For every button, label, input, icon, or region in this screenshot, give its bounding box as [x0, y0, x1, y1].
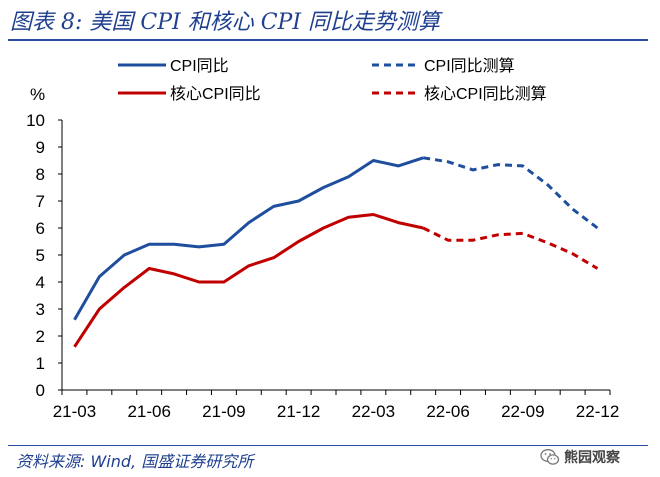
data-point: [148, 243, 151, 246]
line-chart: 0 1 2 3 4 5 6 7 8 9 10% 21-03 21-06 21-09 21-12 22-03 22…: [26, 56, 619, 421]
legend-label: CPI同比测算: [424, 56, 515, 75]
data-point: [73, 318, 76, 321]
y-tick-label: 8: [36, 165, 45, 184]
x-tick-label: 22-06: [426, 402, 469, 421]
data-point: [73, 345, 76, 348]
y-tick-label: 5: [36, 246, 45, 265]
data-point: [596, 267, 599, 270]
data-point: [521, 232, 524, 235]
y-tick-label: 1: [36, 354, 45, 373]
y-tick-label: 3: [36, 300, 45, 319]
data-point: [222, 281, 225, 284]
y-tick-label: 6: [36, 219, 45, 238]
data-point: [347, 216, 350, 219]
y-tick-label: 7: [36, 192, 45, 211]
data-point: [123, 286, 126, 289]
data-point: [222, 243, 225, 246]
title-divider: [8, 39, 648, 41]
data-point: [123, 254, 126, 257]
data-point: [571, 208, 574, 211]
series-line-3: [73, 213, 424, 348]
data-point: [272, 205, 275, 208]
data-point: [297, 240, 300, 243]
watermark-text: 熊园观察: [564, 450, 620, 466]
data-point: [496, 233, 499, 236]
legend-label: CPI同比: [170, 57, 229, 75]
data-point: [198, 245, 201, 248]
data-point: [571, 252, 574, 255]
data-point: [297, 200, 300, 203]
data-point: [397, 164, 400, 167]
data-point: [247, 264, 250, 267]
data-point: [173, 243, 176, 246]
source-divider: [8, 445, 648, 446]
data-point: [422, 156, 425, 159]
watermark: 熊园观察: [540, 444, 620, 470]
x-tick-label: 21-12: [277, 402, 320, 421]
figure-title: 图表 8: 美国 CPI 和核心 CPI 同比走势测算: [10, 10, 441, 35]
wechat-icon: [540, 449, 560, 465]
data-point: [198, 281, 201, 284]
data-point: [372, 159, 375, 162]
data-point: [472, 168, 475, 171]
data-point: [397, 221, 400, 224]
data-point: [447, 160, 450, 163]
x-tick-label: 22-12: [576, 402, 619, 421]
x-tick-label: 22-09: [501, 402, 544, 421]
data-point: [596, 227, 599, 230]
y-tick-label: 9: [36, 138, 45, 157]
data-point: [422, 227, 425, 230]
y-tick-label: 2: [36, 327, 45, 346]
data-point: [521, 164, 524, 167]
legend-label: 核心CPI同比测算: [424, 84, 547, 103]
data-point: [447, 239, 450, 242]
data-point: [98, 275, 101, 278]
x-tick-label: 21-03: [53, 402, 96, 421]
data-point: [496, 163, 499, 166]
series-line-4: [422, 226, 599, 270]
data-point: [98, 308, 101, 311]
x-tick-label: 21-09: [202, 402, 245, 421]
data-point: [546, 241, 549, 244]
data-point: [247, 221, 250, 224]
x-tick-label: 22-03: [352, 402, 395, 421]
data-point: [322, 186, 325, 189]
data-point: [372, 213, 375, 216]
y-axis-unit: %: [30, 85, 45, 104]
data-point: [272, 256, 275, 259]
data-point: [148, 267, 151, 270]
source-note: 资料来源: Wind, 国盛证券研究所: [16, 452, 254, 471]
y-tick-label: 4: [36, 273, 45, 292]
data-point: [472, 239, 475, 242]
data-point: [546, 183, 549, 186]
series-line-2: [422, 156, 599, 230]
y-tick-label: 0: [36, 381, 45, 400]
data-point: [173, 272, 176, 275]
data-point: [347, 175, 350, 178]
data-point: [322, 227, 325, 230]
series-line-1: [73, 156, 424, 321]
legend-label: 核心CPI同比: [170, 85, 261, 103]
y-tick-label: 10: [26, 111, 45, 130]
x-tick-label: 21-06: [127, 402, 170, 421]
